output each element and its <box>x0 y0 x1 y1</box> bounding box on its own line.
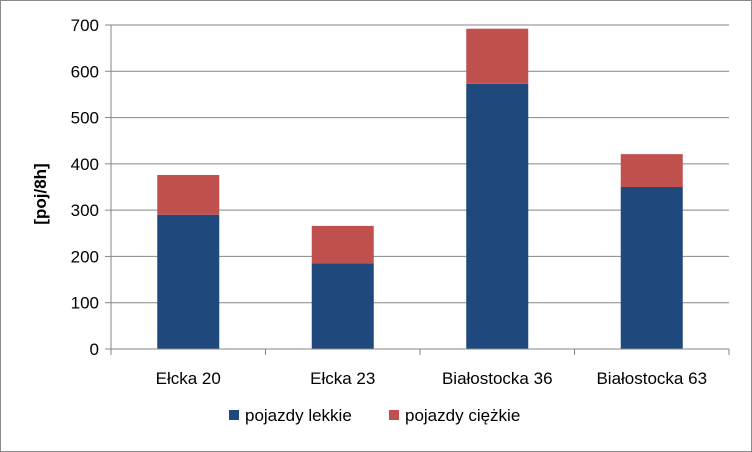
legend-label-light: pojazdy lekkie <box>245 406 352 425</box>
x-category-label: Ełcka 20 <box>156 369 221 388</box>
y-tick-label: 700 <box>71 16 99 35</box>
x-category-label: Białostocka 63 <box>596 369 707 388</box>
y-tick-label: 500 <box>71 109 99 128</box>
x-category-label: Ełcka 23 <box>310 369 375 388</box>
bar-heavy-1 <box>157 174 220 215</box>
legend-swatch-heavy <box>389 410 399 420</box>
x-category-labels: Ełcka 20 Ełcka 23 Białostocka 36 Białostock… <box>156 369 707 388</box>
y-tick-labels: 0 100 200 300 400 500 600 700 <box>71 16 99 359</box>
y-tick-label: 300 <box>71 201 99 220</box>
y-tick-label: 100 <box>71 294 99 313</box>
bar-light-3 <box>466 83 529 349</box>
bar-heavy-3 <box>466 28 529 84</box>
bar-light-4 <box>620 187 683 349</box>
y-tick-label: 0 <box>90 340 99 359</box>
y-tick-label: 400 <box>71 155 99 174</box>
y-tick-label: 600 <box>71 62 99 81</box>
y-axis-title: [poj/8h] <box>31 163 50 224</box>
legend: pojazdy lekkie pojazdy ciężkie <box>229 406 520 425</box>
axes <box>110 25 730 355</box>
bar-light-1 <box>157 214 220 349</box>
bar-heavy-4 <box>620 154 683 187</box>
y-tick-label: 200 <box>71 247 99 266</box>
bars <box>157 28 683 349</box>
legend-label-heavy: pojazdy ciężkie <box>405 406 520 425</box>
legend-swatch-light <box>229 410 239 420</box>
bar-heavy-2 <box>311 225 374 264</box>
x-category-label: Białostocka 36 <box>442 369 553 388</box>
bar-light-2 <box>311 263 374 349</box>
